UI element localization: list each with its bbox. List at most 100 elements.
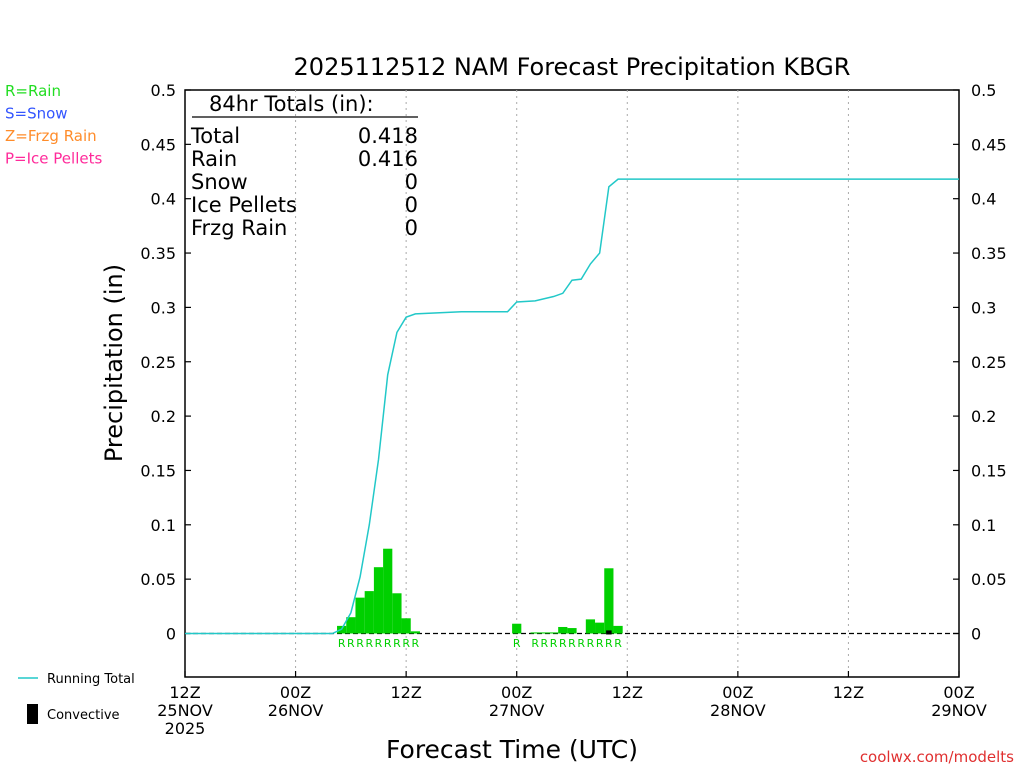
ptype-marker: R xyxy=(365,637,373,650)
rain-bar xyxy=(392,593,402,634)
y-tick-label: 0.2 xyxy=(151,407,176,426)
y-tick-label: 0.35 xyxy=(971,244,1007,263)
x-tick-label: 12Z xyxy=(390,683,421,702)
y-tick-label: 0.45 xyxy=(140,135,176,154)
y-tick-label: 0.3 xyxy=(971,298,996,317)
x-tick-label: 00Z xyxy=(943,683,974,702)
legend-label: Running Total xyxy=(47,672,135,687)
series-legend: Running Total Convective xyxy=(18,672,135,724)
totals-row-label: Snow xyxy=(191,170,248,194)
y-tick-label: 0.4 xyxy=(151,190,176,209)
ptype-marker: R xyxy=(402,637,410,650)
x-tick-label: 00Z xyxy=(280,683,311,702)
y-tick-label: 0.5 xyxy=(151,81,176,100)
rain-bars xyxy=(337,548,623,634)
y-tick-label: 0.15 xyxy=(971,461,1007,480)
rain-bar xyxy=(613,625,623,634)
grid-lines xyxy=(295,90,849,677)
y-tick-label: 0.25 xyxy=(971,353,1007,372)
y-tick-label: 0.05 xyxy=(140,570,176,589)
totals-row-label: Frzg Rain xyxy=(191,216,287,240)
ptype-marker: R xyxy=(577,637,585,650)
rain-bar xyxy=(548,632,559,634)
rain-bar xyxy=(585,619,596,634)
ptype-legend-item: Z=Frzg Rain xyxy=(5,127,97,145)
x-tick-label: 12Z xyxy=(612,683,643,702)
x-tick-label: 00Z xyxy=(501,683,532,702)
ptype-marker: R xyxy=(393,637,401,650)
ptype-marker: R xyxy=(347,637,355,650)
y-axis-right: 0 0.05 0.1 0.15 0.2 0.25 0.3 0.35 0.4 0.45 0.5 xyxy=(953,81,1007,644)
legend-label: Convective xyxy=(47,708,120,723)
convective-bar xyxy=(606,630,612,635)
y-tick-label: 0.25 xyxy=(140,353,176,372)
y-tick-label: 0.2 xyxy=(971,407,996,426)
ptype-marker: R xyxy=(513,637,521,650)
y-tick-label: 0.1 xyxy=(151,516,176,535)
x-tick-label: 25NOV xyxy=(157,701,213,720)
legend-bar-swatch xyxy=(27,704,38,724)
ptype-marker: R xyxy=(384,637,392,650)
y-tick-label: 0 xyxy=(971,625,981,644)
ptype-marker: R xyxy=(412,637,420,650)
rain-bar xyxy=(512,623,522,634)
totals-row-label: Rain xyxy=(191,147,237,171)
rain-bar xyxy=(539,632,549,634)
ptype-marker: R xyxy=(356,637,364,650)
plot-frame xyxy=(184,89,960,678)
ptype-marker: R xyxy=(605,637,613,650)
x-tick-label: 29NOV xyxy=(931,701,987,720)
totals-row-value: 0.418 xyxy=(358,124,418,148)
totals-row-value: 0 xyxy=(405,193,418,217)
totals-row-label: Total xyxy=(190,124,240,148)
ptype-legend: R=Rain S=Snow Z=Frzg Rain P=Ice Pellets xyxy=(5,82,102,168)
rain-bar xyxy=(558,626,568,634)
totals-row-value: 0.416 xyxy=(358,147,418,171)
totals-row-label: Ice Pellets xyxy=(191,193,297,217)
ptype-marker: R xyxy=(550,637,558,650)
x-tick-label: 12Z xyxy=(169,683,200,702)
credit-text: coolwx.com/modelts xyxy=(860,748,1014,766)
x-tick-label: 28NOV xyxy=(710,701,766,720)
ptype-marker: R xyxy=(541,637,549,650)
y-axis-label: Precipitation (in) xyxy=(100,264,128,462)
x-tick-label: 27NOV xyxy=(489,701,545,720)
x-tick-label: 00Z xyxy=(722,683,753,702)
ptype-marker: R xyxy=(587,637,595,650)
ptype-marker: R xyxy=(531,637,539,650)
rain-bar xyxy=(410,631,420,634)
x-tick-label: 12Z xyxy=(833,683,864,702)
chart-title: 2025112512 NAM Forecast Precipitation KB… xyxy=(294,53,851,81)
ptype-marker: R xyxy=(559,637,567,650)
ptype-legend-item: P=Ice Pellets xyxy=(5,150,102,168)
rain-bar xyxy=(604,568,614,634)
ptype-marker: R xyxy=(568,637,576,650)
ptype-marker: R xyxy=(375,637,383,650)
rain-bar xyxy=(346,617,356,634)
rain-bar xyxy=(383,548,393,634)
ptype-legend-item: S=Snow xyxy=(5,105,68,123)
y-tick-label: 0.15 xyxy=(140,461,176,480)
y-tick-label: 0.4 xyxy=(971,190,996,209)
totals-heading: 84hr Totals (in): xyxy=(209,92,374,116)
y-tick-label: 0.35 xyxy=(140,244,176,263)
rain-bar xyxy=(567,628,577,634)
ptype-legend-item: R=Rain xyxy=(5,82,61,100)
rain-bar xyxy=(364,591,374,634)
y-tick-label: 0.05 xyxy=(971,570,1007,589)
convective-bars xyxy=(606,630,612,635)
rain-bar xyxy=(595,622,605,634)
ptype-marker: R xyxy=(596,637,604,650)
totals-row-value: 0 xyxy=(405,170,418,194)
y-tick-label: 0.3 xyxy=(151,298,176,317)
y-tick-label: 0.5 xyxy=(971,81,996,100)
y-tick-label: 0 xyxy=(166,625,176,644)
x-tick-label: 26NOV xyxy=(268,701,324,720)
running-total-line xyxy=(185,178,959,635)
rain-bar xyxy=(373,567,384,634)
ptype-marker: R xyxy=(338,637,346,650)
ptype-marker: R xyxy=(614,637,622,650)
